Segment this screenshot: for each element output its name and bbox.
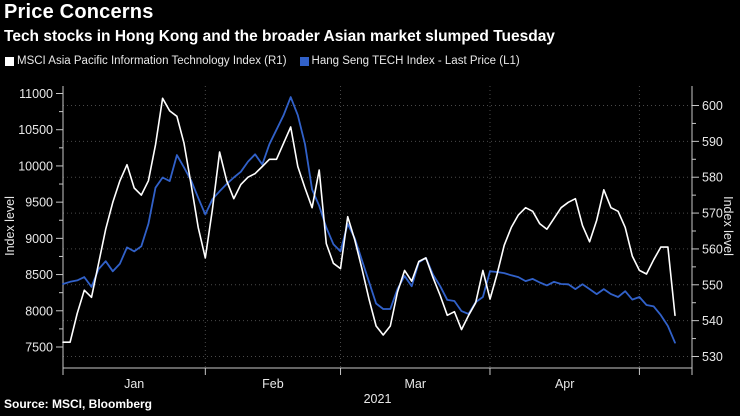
legend-item-msci: MSCI Asia Pacific Information Technology…: [5, 55, 287, 67]
x-year-label: 2021: [364, 392, 392, 406]
x-month-label: Apr: [555, 377, 574, 391]
chart-subtitle: Tech stocks in Hong Kong and the broader…: [4, 28, 555, 45]
hstech-series-line: [62, 96, 676, 344]
y-right-tick-label: 590: [702, 135, 723, 149]
y-right-tick-label: 560: [702, 242, 723, 256]
y-left-axis-title: Index level: [3, 196, 17, 256]
x-month-label: Feb: [262, 377, 284, 391]
hstech-series-swatch: [299, 56, 309, 66]
legend: MSCI Asia Pacific Information Technology…: [5, 55, 520, 67]
y-left-tick-label: 9500: [25, 196, 53, 210]
y-right-tick-label: 600: [702, 99, 723, 113]
y-left-tick-label: 7500: [25, 341, 53, 355]
source-note: Source: MSCI, Bloomberg: [4, 397, 153, 411]
y-right-tick-label: 550: [702, 278, 723, 292]
y-left-tick-label: 9000: [25, 232, 53, 246]
y-right-axis-title: Index level: [721, 196, 735, 256]
y-left-tick-label: 10000: [18, 159, 53, 173]
y-right-tick-label: 530: [702, 350, 723, 364]
legend-label-msci: MSCI Asia Pacific Information Technology…: [17, 55, 287, 67]
x-month-label: Mar: [404, 377, 426, 391]
legend-item-hstech: Hang Seng TECH Index - Last Price (L1): [299, 55, 520, 67]
msci-series-swatch: [5, 56, 14, 66]
y-right-tick-label: 570: [702, 207, 723, 221]
msci-series-line: [62, 97, 676, 344]
x-month-label: Jan: [124, 377, 144, 391]
y-left-tick-label: 10500: [18, 123, 53, 137]
y-left-tick-label: 8000: [25, 304, 53, 318]
chart-title: Price Concerns: [4, 1, 154, 23]
y-left-tick-label: 11000: [19, 87, 53, 101]
y-left-tick-label: 8500: [25, 268, 53, 282]
y-right-tick-label: 580: [702, 171, 723, 185]
legend-label-hstech: Hang Seng TECH Index - Last Price (L1): [311, 55, 520, 67]
y-right-tick-label: 540: [702, 314, 723, 328]
